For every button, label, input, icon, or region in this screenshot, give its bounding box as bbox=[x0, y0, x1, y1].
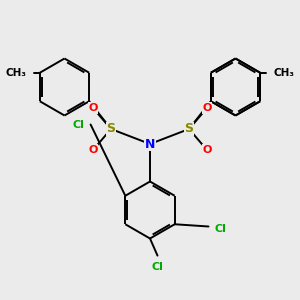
Text: O: O bbox=[88, 145, 98, 155]
Text: O: O bbox=[202, 103, 212, 113]
Text: Cl: Cl bbox=[152, 262, 164, 272]
Text: CH₃: CH₃ bbox=[5, 68, 26, 78]
Text: N: N bbox=[145, 137, 155, 151]
Text: S: S bbox=[106, 122, 116, 136]
Text: O: O bbox=[88, 103, 98, 113]
Text: S: S bbox=[184, 122, 194, 136]
Text: CH₃: CH₃ bbox=[274, 68, 295, 78]
Text: O: O bbox=[202, 145, 212, 155]
Text: Cl: Cl bbox=[214, 224, 226, 235]
Text: Cl: Cl bbox=[72, 119, 84, 130]
